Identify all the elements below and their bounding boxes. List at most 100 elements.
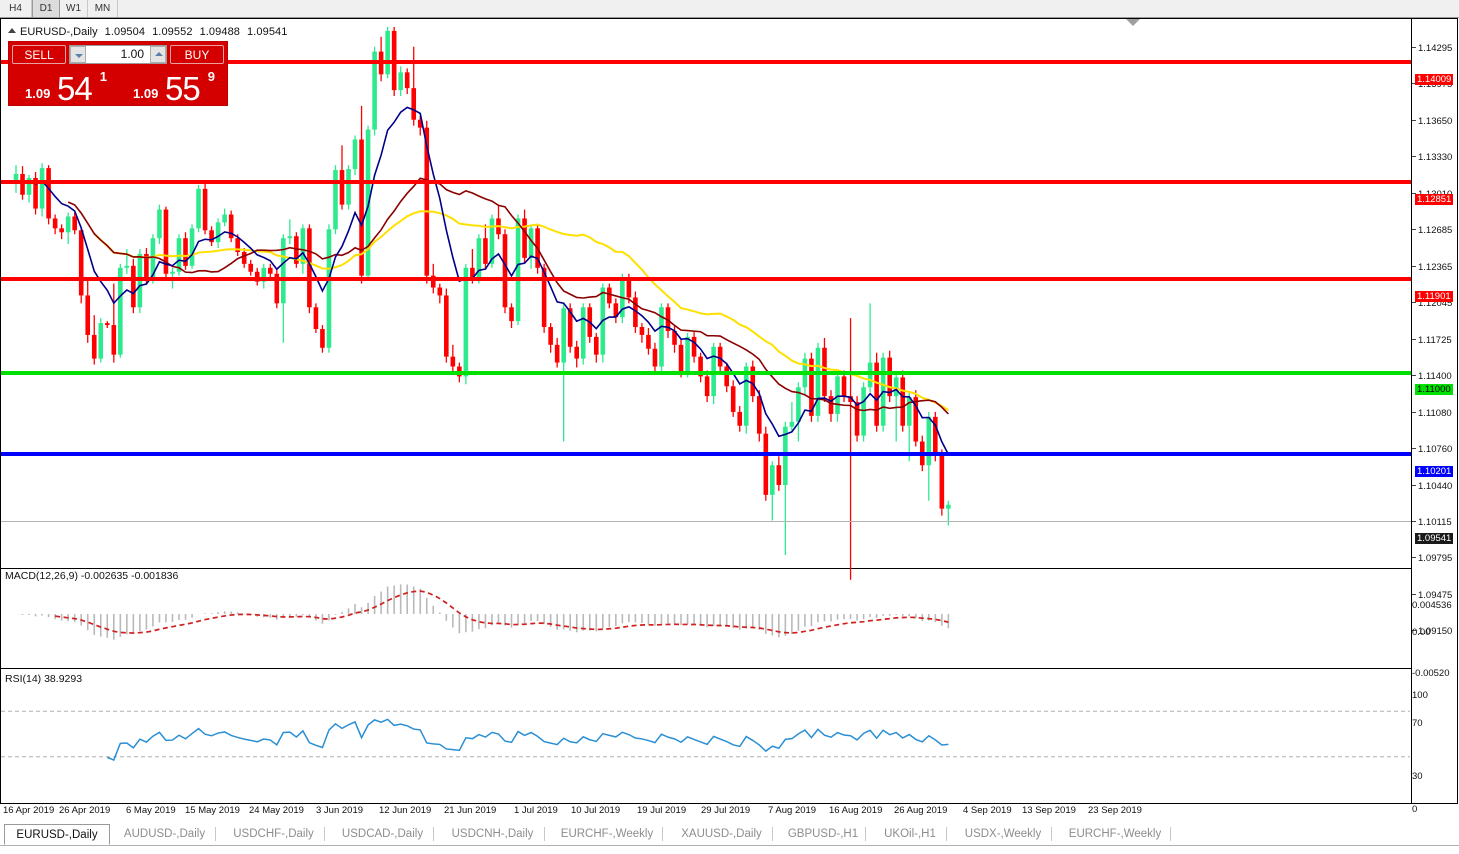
symbol-tab-usdx[interactable]: USDX-,Weekly (954, 824, 1052, 845)
symbol-tab-usdcnh[interactable]: USDCNH-,Daily (440, 824, 545, 845)
quote-open: 1.09504 (104, 26, 146, 38)
price-tick: 1.13330 (1412, 153, 1452, 163)
price-tick: 1.11725 (1412, 336, 1452, 346)
price-level-label[interactable]: 1.11901 (1415, 291, 1453, 302)
price-tick: 1.09795 (1412, 554, 1452, 564)
sell-price-prefix: 1.09 (25, 86, 51, 101)
symbol-tab-usdchf[interactable]: USDCHF-,Daily (222, 824, 325, 845)
timeframe-d1[interactable]: D1 (32, 0, 60, 17)
timeframe-mn[interactable]: MN (88, 0, 118, 17)
quote-header: EURUSD-,Daily 1.09504 1.09552 1.09488 1.0954… (8, 26, 288, 38)
sell-button[interactable]: SELL (12, 45, 66, 64)
tab-separator (1051, 827, 1052, 841)
volume-decrement-button[interactable] (70, 46, 86, 63)
price-tick: 1.11400 (1412, 372, 1452, 382)
buy-price-display[interactable]: 1.09 55 9 (119, 68, 225, 103)
tab-separator (946, 827, 947, 841)
price-tick: 1.10440 (1412, 482, 1452, 492)
price-level-label[interactable]: 1.12851 (1415, 194, 1454, 205)
timeframe-w1[interactable]: W1 (60, 0, 88, 17)
tab-separator (772, 827, 773, 841)
time-axis-label: 10 Jul 2019 (571, 805, 621, 816)
buy-price-main: 55 (165, 70, 201, 103)
volume-input[interactable]: 1.00 (69, 45, 167, 64)
time-axis-label: 1 Jul 2019 (514, 805, 558, 816)
time-axis-label: 7 Aug 2019 (768, 805, 817, 816)
price-tick: 1.12685 (1412, 226, 1452, 236)
quote-high: 1.09552 (152, 26, 193, 38)
time-axis-label: 16 Aug 2019 (829, 805, 883, 816)
time-axis-label: 6 May 2019 (126, 805, 176, 816)
level-line-1-11000[interactable] (1, 371, 1411, 375)
level-line-1-10201[interactable] (1, 452, 1411, 456)
indicator-scale-tick: 0.00 (1412, 627, 1431, 638)
indicator-scale-tick: 0 (1412, 804, 1418, 815)
timeframe-bar: H4 D1 W1 MN (0, 0, 1459, 18)
quote-close: 1.09541 (247, 26, 288, 38)
level-line-1-12851[interactable] (1, 180, 1411, 184)
indicator-scale-tick: 0.004536 (1412, 600, 1452, 611)
macd-caption[interactable]: MACD(12,26,9) -0.002635 -0.001836 (5, 570, 179, 582)
buy-price-prefix: 1.09 (133, 86, 159, 101)
symbol-tab-gbpusd[interactable]: GBPUSD-,H1 (780, 824, 866, 845)
time-axis-label: 26 Aug 2019 (894, 805, 948, 816)
symbol-tab-eurchf[interactable]: EURCHF-,Weekly (1059, 824, 1171, 845)
time-axis-label: 23 Sep 2019 (1088, 805, 1142, 816)
time-axis-label: 16 Apr 2019 (3, 805, 55, 816)
sell-price-pipette: 1 (99, 69, 107, 84)
indicator-scale-tick: 30 (1412, 771, 1423, 782)
tab-separator (215, 827, 216, 841)
price-scale[interactable]: 1.142951.139751.136501.133301.130101.126… (1412, 19, 1458, 815)
time-axis-label: 24 May 2019 (249, 805, 304, 816)
price-tick: 1.09475 (1412, 591, 1452, 601)
level-line-1-11901[interactable] (1, 277, 1411, 281)
indicator-scale-tick: -0.00520 (1412, 668, 1450, 679)
symbol-tab-bar[interactable]: EURUSD-,Daily AUDUSD-,Daily USDCHF-,Daily U… (0, 823, 1459, 854)
chart-shift-marker-icon[interactable] (1126, 19, 1140, 26)
price-scale-divider (1411, 18, 1412, 804)
symbol-tab-eurchf[interactable]: EURCHF-,Weekly (551, 824, 663, 845)
level-line-1-14009[interactable] (1, 60, 1411, 64)
time-axis[interactable]: 16 Apr 2019 26 Apr 2019 6 May 2019 15 May 2… (1, 805, 1411, 822)
price-level-label[interactable]: 1.09541 (1415, 533, 1454, 544)
price-level-label[interactable]: 1.10201 (1415, 466, 1454, 477)
indicator-scale-tick: 70 (1412, 718, 1423, 729)
rsi-panel-divider (1, 668, 1411, 669)
time-axis-label: 12 Jun 2019 (379, 805, 432, 816)
chart-frame[interactable] (0, 18, 1458, 804)
symbol-tab-usdcad[interactable]: USDCAD-,Daily (331, 824, 434, 845)
symbol-tab-ukoil[interactable]: UKOil-,H1 (873, 824, 947, 845)
tab-separator (324, 827, 325, 841)
price-tick: 1.12365 (1412, 263, 1452, 273)
collapse-triangle-icon[interactable] (8, 28, 16, 33)
last-price-line (1, 521, 1411, 522)
tab-separator (662, 827, 663, 841)
price-tick: 1.10115 (1412, 518, 1452, 528)
price-level-label[interactable]: 1.14009 (1415, 74, 1454, 85)
tab-separator (544, 827, 545, 841)
symbol-tab-eurusd[interactable]: EURUSD-,Daily (4, 824, 110, 845)
time-axis-label: 4 Sep 2019 (963, 805, 1012, 816)
sell-price-display[interactable]: 1.09 54 1 (11, 68, 117, 103)
sell-price-main: 54 (57, 70, 93, 103)
buy-button[interactable]: BUY (170, 45, 224, 64)
timeframe-h4[interactable]: H4 (0, 0, 32, 17)
time-axis-label: 29 Jul 2019 (701, 805, 751, 816)
symbol-tab-xauusd[interactable]: XAUUSD-,Daily (670, 824, 773, 845)
rsi-caption[interactable]: RSI(14) 38.9293 (5, 673, 83, 685)
volume-increment-button[interactable] (150, 46, 166, 63)
one-click-trading-panel[interactable]: SELL 1.00 BUY 1.09 54 1 1.09 55 9 (8, 41, 228, 106)
symbol-tab-audusd[interactable]: AUDUSD-,Daily (113, 824, 216, 845)
price-level-label[interactable]: 1.11000 (1415, 384, 1453, 395)
quote-low: 1.09488 (199, 26, 241, 38)
price-tick: 1.14295 (1412, 44, 1452, 54)
indicator-scale-tick: 100 (1412, 690, 1428, 701)
price-tick: 1.10760 (1412, 445, 1452, 455)
time-axis-label: 21 Jun 2019 (444, 805, 497, 816)
price-tick: 1.09150 (1412, 627, 1452, 637)
buy-price-pipette: 9 (207, 69, 215, 84)
time-axis-label: 15 May 2019 (185, 805, 240, 816)
time-axis-label: 26 Apr 2019 (59, 805, 111, 816)
